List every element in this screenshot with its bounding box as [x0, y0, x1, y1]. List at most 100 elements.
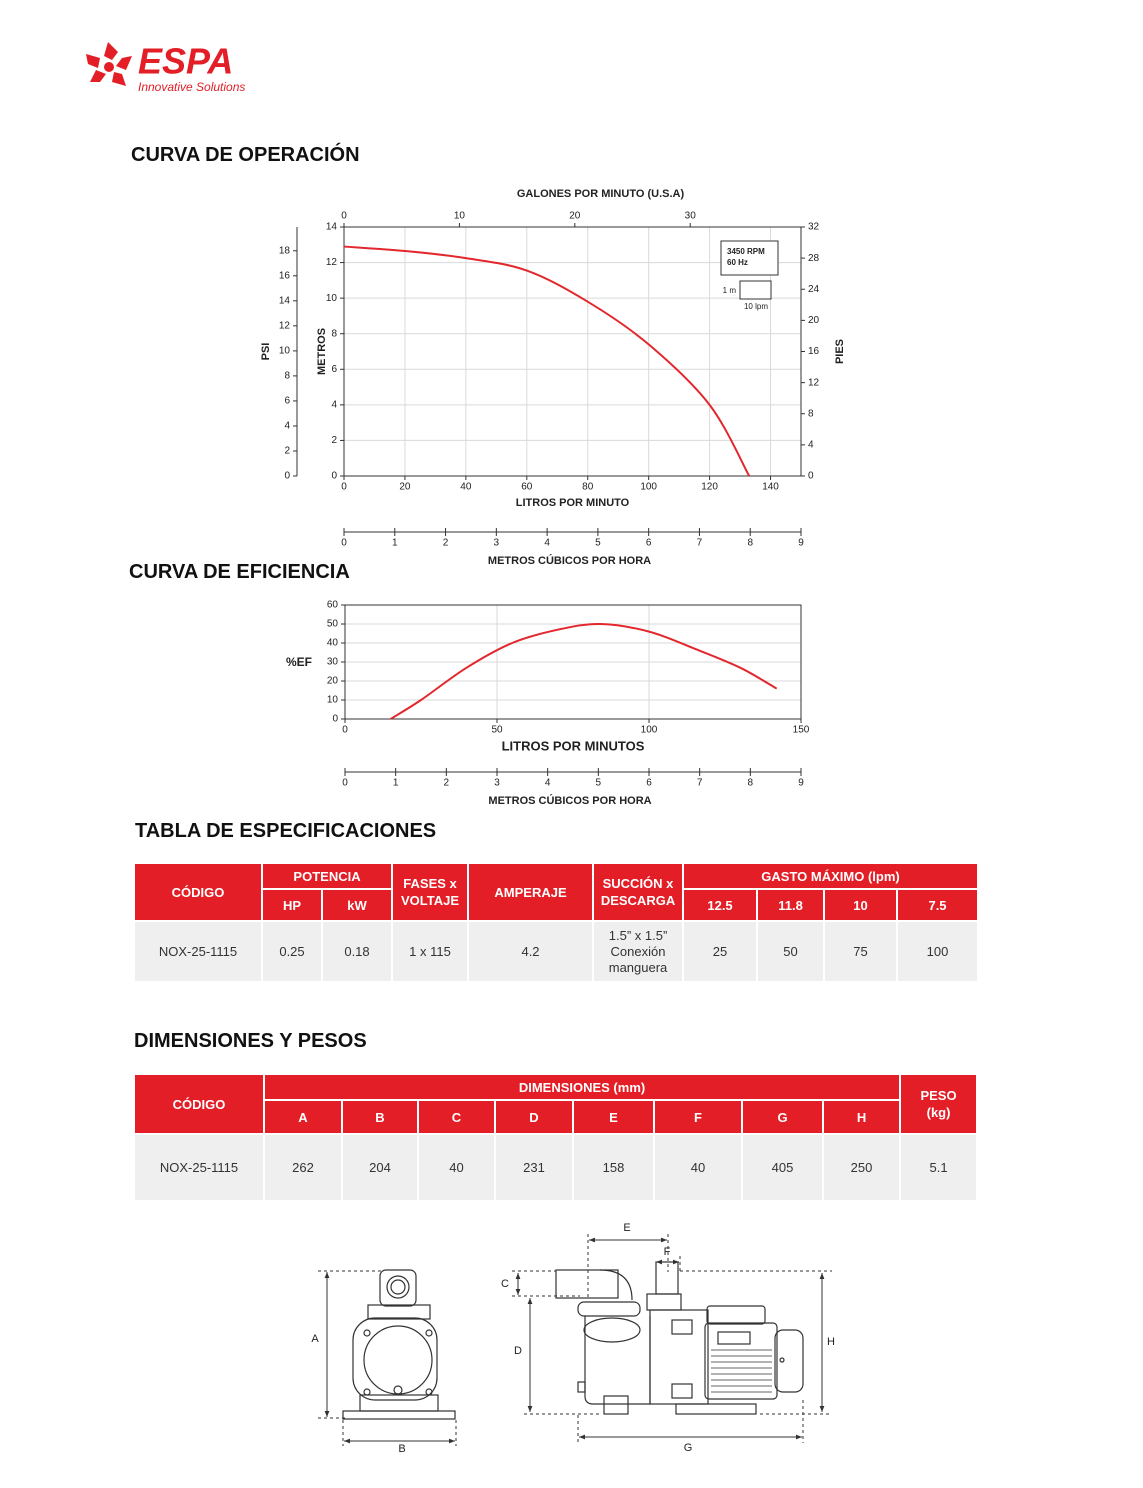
tick-label: 1 [393, 778, 399, 789]
shape [425, 1329, 433, 1337]
tick-label: 0 [341, 211, 347, 222]
shape [603, 1395, 629, 1415]
y-axis-title: METROS [316, 328, 328, 375]
header-cell: kW [320, 888, 394, 922]
left-axis-title: PSI [260, 343, 272, 361]
tick-label: 4 [545, 778, 551, 789]
tick-label: 150 [793, 725, 810, 736]
shape [717, 1331, 751, 1345]
shape [86, 54, 100, 68]
cell: 1 x 115 [391, 920, 470, 983]
shape [104, 42, 118, 60]
tick-label: 80 [582, 482, 594, 493]
curve [390, 622, 778, 720]
tick-label: 100 [640, 482, 657, 493]
cell: 231 [494, 1133, 574, 1202]
shape [425, 1388, 433, 1396]
cell: 0.25 [261, 920, 323, 983]
shape [584, 1316, 651, 1405]
tick-label: 2 [443, 538, 449, 549]
bottom-axis-title: METROS CÚBICOS POR HORA [488, 794, 651, 807]
dim-label: D [514, 1345, 522, 1357]
header-cell: C [417, 1099, 496, 1135]
tick-label: 6 [284, 396, 290, 407]
cell: 50 [756, 920, 826, 983]
dim-label: A [311, 1333, 319, 1345]
shape [363, 1329, 371, 1337]
shape [646, 1293, 682, 1311]
cell: 5.1 [899, 1133, 979, 1202]
shape [363, 1388, 371, 1396]
tick-label: 120 [701, 482, 718, 493]
cell: 204 [341, 1133, 419, 1202]
shape [386, 1275, 410, 1299]
dim-label: G [684, 1442, 693, 1454]
tick-label: 0 [342, 725, 348, 736]
cell: 0.18 [320, 920, 394, 983]
section-title: TABLA DE ESPECIFICACIONES [135, 820, 437, 842]
motor-fins [711, 1349, 772, 1393]
tick-label: 4 [544, 538, 550, 549]
shape [706, 1305, 766, 1325]
tick-label: 14 [326, 222, 338, 233]
header-cell: B [341, 1099, 419, 1135]
tick-label: 30 [327, 657, 339, 668]
tick-label: 4 [284, 421, 290, 432]
shape [393, 1385, 403, 1395]
cell: NOX-25-1115 [133, 1133, 265, 1202]
tick-label: 16 [279, 270, 291, 281]
section-title: CURVA DE EFICIENCIA [129, 561, 350, 583]
cell: 158 [572, 1133, 655, 1202]
header-cell: CÓDIGO [133, 862, 263, 922]
header-cell: 12.5 [682, 888, 759, 922]
cell: 100 [896, 920, 980, 983]
shape [359, 1394, 439, 1412]
tick-label: 0 [342, 778, 348, 789]
x-axis-title: LITROS POR MINUTOS [502, 738, 645, 753]
tick-label: 0 [332, 714, 338, 725]
tick-label: 12 [279, 320, 291, 331]
tick-label: 4 [331, 399, 337, 410]
tick-label: 28 [808, 253, 820, 264]
pump-side-view [555, 1261, 804, 1415]
tick-label: 7 [697, 778, 703, 789]
logo-tagline: Innovative Solutions [138, 80, 245, 94]
tick-label: 6 [646, 778, 652, 789]
tick-label: 50 [327, 619, 339, 630]
header-cell: E [572, 1099, 655, 1135]
tick-label: 100 [641, 725, 658, 736]
tick-label: 5 [595, 538, 601, 549]
cell: 405 [741, 1133, 824, 1202]
tick-label: 0 [808, 471, 814, 482]
dimension-labels: A B C D E F G H [311, 1222, 835, 1455]
cell: 250 [821, 1133, 902, 1202]
tick-label: 24 [808, 284, 820, 295]
y-axis-title: %EF [286, 655, 312, 669]
tick-label: 20 [399, 482, 411, 493]
shape [675, 1403, 757, 1415]
shape [704, 1322, 778, 1400]
cell: 262 [263, 1133, 343, 1202]
tick-label: 3 [494, 538, 500, 549]
tick-label: 20 [569, 211, 581, 222]
header-cell: HP [261, 888, 323, 922]
logo-brand: ESPA [138, 41, 233, 82]
header-cell: FASES x VOLTAJE [391, 862, 470, 922]
tick-label: 14 [279, 295, 291, 306]
logo [86, 42, 132, 86]
cell: 75 [823, 920, 899, 983]
shape [774, 1329, 804, 1393]
tick-label: 3 [494, 778, 500, 789]
header-cell: CÓDIGO [133, 1073, 265, 1135]
tick-label: 9 [798, 538, 804, 549]
tick-label: 0 [341, 538, 347, 549]
section-title: DIMENSIONES Y PESOS [134, 1030, 367, 1052]
tick-label: 1 [392, 538, 398, 549]
tick-label: 0 [331, 471, 337, 482]
shape [116, 56, 132, 70]
cell: 40 [653, 1133, 743, 1202]
dim-label: C [501, 1278, 509, 1290]
y2-axis-title: PIES [834, 339, 846, 364]
tick-label: 10 [454, 211, 466, 222]
